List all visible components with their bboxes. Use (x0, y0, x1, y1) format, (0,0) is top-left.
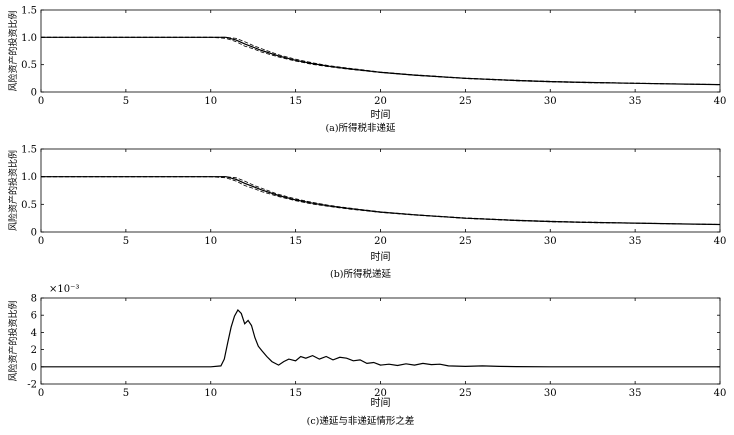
y-tick-label: 0 (31, 228, 37, 239)
y-tick-label: 4 (31, 328, 37, 339)
x-tick-label: 15 (289, 388, 302, 399)
x-tick-label: 30 (544, 236, 557, 247)
x-tick-label: 35 (629, 96, 642, 107)
x-tick-label: 35 (629, 236, 642, 247)
x-tick-label: 20 (374, 96, 387, 107)
chart-c: 0 5 10 15 20 25 30 35 40-202468×10⁻³时间风险资产的投资比例(… (7, 284, 726, 427)
x-tick-label: 15 (289, 236, 302, 247)
x-tick-label: 5 (123, 388, 129, 399)
y-tick-label: 6 (31, 311, 37, 322)
x-axis-label: 时间 (371, 396, 391, 409)
x-tick-label: 10 (204, 96, 217, 107)
axes-box (40, 9, 721, 93)
series-line-solid (41, 36, 721, 86)
x-tick-label: 10 (204, 388, 217, 399)
x-tick-label: 10 (204, 236, 217, 247)
y-scale-label: ×10⁻³ (49, 284, 79, 295)
y-tick-label: 2 (31, 345, 37, 356)
y-tick-label: 0.5 (21, 60, 37, 71)
x-tick-label: 25 (459, 96, 472, 107)
series-line-dashed (41, 176, 721, 225)
y-tick-label: -2 (27, 380, 37, 391)
x-tick-label: 20 (374, 388, 387, 399)
x-tick-label: 15 (289, 96, 302, 107)
x-tick-label: 25 (459, 388, 472, 399)
x-tick-label: 0 (38, 96, 44, 107)
y-axis-label: 风险资产的投资比例 (7, 150, 19, 231)
y-tick-label: 8 (31, 294, 37, 305)
chart-caption: (c)递延与非递延情形之差 (307, 415, 415, 427)
x-tick-label: 30 (544, 96, 557, 107)
chart-b: 0 5 10 15 20 25 30 35 40 0 0.5 1.0 1.5 时间 风险资产的投资比例 (b)… (7, 145, 726, 281)
x-tick-label: 25 (459, 236, 472, 247)
axes-box (40, 297, 721, 385)
x-tick-label: 30 (544, 388, 557, 399)
y-tick-label: 0 (31, 362, 37, 373)
series-line-solid (41, 309, 720, 368)
x-axis-label: 时间 (371, 108, 391, 121)
series-line-dashed (41, 36, 721, 86)
x-tick-label: 20 (374, 236, 387, 247)
y-axis-label: 风险资产的投资比例 (7, 10, 19, 91)
x-tick-label: 0 (38, 236, 44, 247)
y-tick-label: 1.5 (21, 145, 37, 156)
x-tick-label: 40 (714, 236, 727, 247)
series-line-dashed (41, 36, 721, 85)
chart-caption: (b)所得税递延 (330, 268, 391, 280)
x-tick-label: 40 (714, 388, 727, 399)
chart-caption: (a)所得税非递延 (325, 122, 396, 134)
axes-box (40, 148, 721, 233)
x-tick-label: 5 (123, 236, 129, 247)
y-tick-label: 1.5 (21, 6, 37, 17)
chart-a: 0 5 10 15 20 25 30 35 40 0 0.5 1.0 1.5 时间 风险资产的投资比例 (a)… (7, 6, 726, 135)
y-axis-label: 风险资产的投资比例 (7, 300, 19, 381)
y-tick-label: 1.0 (21, 33, 37, 44)
x-axis-label: 时间 (371, 250, 391, 263)
y-tick-label: 0.5 (21, 200, 37, 211)
x-tick-label: 0 (38, 388, 44, 399)
y-tick-label: 1.0 (21, 172, 37, 183)
series-line-solid (41, 176, 721, 226)
x-tick-label: 5 (123, 96, 129, 107)
x-tick-label: 35 (629, 388, 642, 399)
x-tick-label: 40 (714, 96, 727, 107)
y-tick-label: 0 (31, 88, 37, 99)
series-line-dashed (41, 176, 721, 225)
